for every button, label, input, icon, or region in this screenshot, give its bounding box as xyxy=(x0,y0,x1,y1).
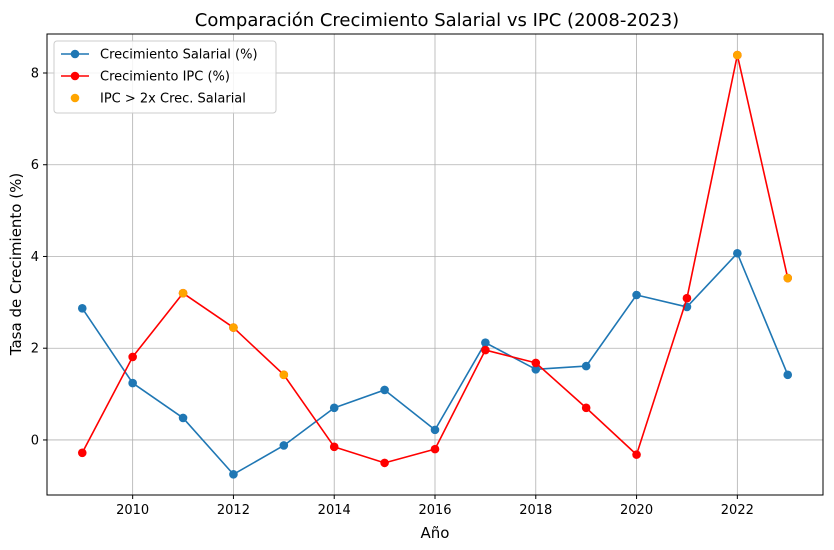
legend-item: IPC > 2x Crec. Salarial xyxy=(70,92,246,107)
x-tick-label: 2022 xyxy=(721,503,754,518)
data-point xyxy=(632,290,641,300)
data-point xyxy=(682,293,692,303)
data-point xyxy=(481,345,490,355)
data-point xyxy=(178,288,188,298)
data-point xyxy=(531,365,541,374)
data-point xyxy=(783,273,793,283)
data-point xyxy=(279,370,289,380)
data-point xyxy=(481,338,490,348)
series-0 xyxy=(77,248,793,479)
data-point xyxy=(430,444,440,454)
data-point xyxy=(430,425,440,435)
data-point xyxy=(178,413,188,423)
data-point xyxy=(783,370,793,380)
legend-item: Crecimiento IPC (%) xyxy=(61,70,230,85)
x-axis-title: Año xyxy=(421,524,450,542)
data-point xyxy=(229,323,238,332)
legend-marker xyxy=(70,71,80,81)
data-point xyxy=(229,470,238,479)
data-point xyxy=(733,248,742,258)
x-tick-label: 2016 xyxy=(418,503,451,518)
y-tick-label: 4 xyxy=(31,250,39,265)
data-point xyxy=(581,361,591,371)
data-point xyxy=(380,385,389,395)
y-tick-label: 2 xyxy=(31,342,39,357)
y-tick-label: 0 xyxy=(31,433,39,448)
x-tick-label: 2018 xyxy=(519,503,552,518)
data-point xyxy=(632,450,641,459)
legend: Crecimiento Salarial (%) Crecimiento IPC … xyxy=(53,40,277,114)
data-point xyxy=(128,352,137,362)
legend-label: Crecimiento IPC (%) xyxy=(100,70,230,85)
data-point xyxy=(77,304,87,313)
legend-marker xyxy=(70,49,80,59)
x-tick-label: 2010 xyxy=(116,503,149,518)
x-tick-label: 2014 xyxy=(318,503,351,518)
legend-item: Crecimiento Salarial (%) xyxy=(61,48,258,63)
series-2 xyxy=(178,50,793,380)
x-tick-label: 2012 xyxy=(217,503,250,518)
legend-box xyxy=(53,40,277,114)
legend-label: Crecimiento Salarial (%) xyxy=(100,48,258,63)
data-point xyxy=(279,441,289,450)
data-point xyxy=(380,458,389,468)
plot-series xyxy=(77,50,793,479)
data-point xyxy=(329,403,339,413)
grid xyxy=(47,34,823,495)
data-point xyxy=(733,50,742,60)
data-point xyxy=(329,442,339,452)
y-tick-label: 8 xyxy=(31,66,39,81)
axis-ticks: 2010 2012 2014 2016 2018 2020 2022 0 2 4 6 8 xyxy=(31,66,754,518)
data-point xyxy=(128,378,137,388)
y-tick-label: 6 xyxy=(31,158,39,173)
legend-marker xyxy=(70,93,80,103)
data-point xyxy=(531,358,541,368)
y-axis-title: Tasa de Crecimiento (%) xyxy=(7,173,25,356)
data-point xyxy=(77,448,87,458)
chart-title: Comparación Crecimiento Salarial vs IPC … xyxy=(195,10,679,31)
legend-label: IPC > 2x Crec. Salarial xyxy=(100,92,246,107)
x-tick-label: 2020 xyxy=(620,503,653,518)
data-point xyxy=(581,403,591,413)
